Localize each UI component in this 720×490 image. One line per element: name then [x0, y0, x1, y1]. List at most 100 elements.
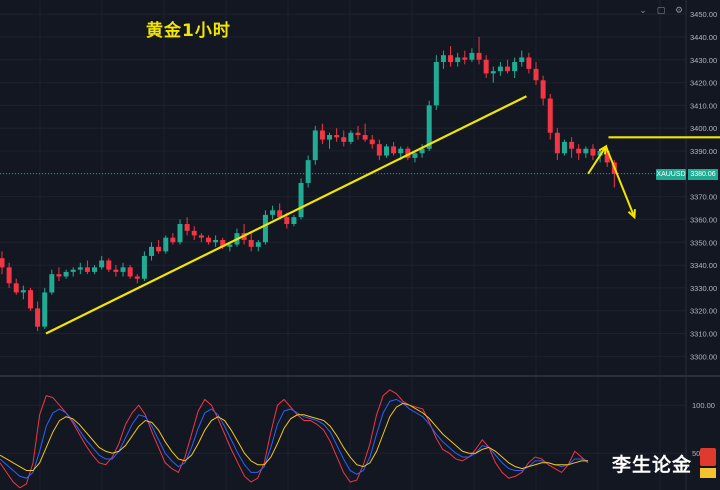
- price-tick-label: 3310.00: [690, 330, 717, 339]
- candle-body: [177, 224, 183, 243]
- settings-icon[interactable]: ⚙: [674, 6, 684, 16]
- candle-body: [376, 144, 382, 156]
- candle-body: [149, 246, 155, 256]
- candle-body: [576, 148, 582, 154]
- candle-body: [334, 135, 340, 138]
- candle-body: [291, 217, 297, 224]
- candle-body: [448, 55, 454, 63]
- candle-body: [106, 260, 112, 270]
- candle-body: [63, 271, 69, 277]
- red-envelope-logo: [700, 448, 716, 466]
- candle-body: [554, 132, 560, 154]
- candle-body: [113, 269, 119, 272]
- candle-body: [540, 80, 546, 99]
- candle-body: [163, 237, 169, 252]
- last-price-badge: 3380.06: [688, 169, 718, 180]
- price-tick-label: 3330.00: [690, 284, 717, 293]
- candle-body: [348, 132, 354, 142]
- chevron-down-icon[interactable]: ⌄: [639, 6, 647, 16]
- price-tick-label: 3390.00: [690, 147, 717, 156]
- candle-body: [20, 290, 26, 293]
- candle-body: [99, 260, 105, 268]
- osc-series-line: [0, 402, 588, 471]
- candle-body: [590, 148, 596, 156]
- candle-body: [191, 230, 197, 236]
- candle-body: [270, 210, 276, 215]
- candle-body: [561, 141, 567, 154]
- price-tick-label: 3360.00: [690, 215, 717, 224]
- candle-body: [490, 71, 496, 74]
- candle-body: [134, 276, 140, 279]
- candle-body: [120, 267, 126, 272]
- candle-body: [412, 153, 418, 158]
- price-tick-label: 3410.00: [690, 101, 717, 110]
- arrow-head: [627, 209, 636, 220]
- candle-body: [369, 139, 375, 145]
- candle-body: [184, 224, 190, 231]
- candle-body: [227, 244, 233, 247]
- watermark-text: 李生论金: [612, 454, 693, 476]
- arrow-line: [604, 146, 636, 218]
- price-tick-label: 3350.00: [690, 238, 717, 247]
- price-tick-label: 3320.00: [690, 307, 717, 316]
- candle-body: [327, 135, 333, 140]
- candle-body: [27, 290, 33, 309]
- candle-body: [512, 62, 518, 72]
- candle-body: [433, 62, 439, 106]
- price-tick-label: 3450.00: [690, 10, 717, 19]
- candle-body: [42, 292, 48, 327]
- candle-body: [569, 141, 575, 149]
- candle-body: [440, 55, 446, 63]
- candle-body: [35, 308, 41, 327]
- candle-body: [405, 148, 411, 158]
- price-tick-label: 3420.00: [690, 79, 717, 88]
- price-tick-label: 3430.00: [690, 56, 717, 65]
- candle-body: [398, 148, 404, 154]
- candle-body: [583, 148, 589, 154]
- candle-body: [255, 242, 261, 247]
- candle-body: [391, 146, 397, 154]
- candle-body: [519, 57, 525, 63]
- logo-base: [700, 468, 716, 478]
- candle-body: [213, 239, 219, 243]
- candle-body: [205, 237, 211, 243]
- candle-body: [533, 68, 539, 81]
- symbol-badge: XAUUSD: [656, 169, 686, 180]
- candle-body: [604, 151, 610, 163]
- candle-body: [248, 239, 254, 247]
- candle-body: [198, 235, 204, 238]
- arrow-line: [587, 145, 607, 175]
- expand-icon[interactable]: ▢: [656, 6, 666, 16]
- candle-body: [56, 274, 62, 277]
- candle-body: [220, 239, 226, 247]
- candle-body: [341, 137, 347, 142]
- price-tick-label: 3370.00: [690, 193, 717, 202]
- candle-body: [84, 267, 90, 272]
- candle-body: [284, 217, 290, 224]
- candle-body: [6, 267, 12, 284]
- candle-body: [277, 210, 283, 218]
- osc-tick-label: 100.00: [692, 401, 715, 410]
- candle-body: [483, 59, 489, 74]
- candle-body: [426, 105, 432, 149]
- candle-body: [597, 151, 603, 156]
- candle-body: [462, 57, 468, 60]
- chart-title: 黄金1小时: [146, 21, 231, 41]
- candle-body: [455, 57, 461, 63]
- candle-body: [497, 66, 503, 72]
- price-tick-label: 3300.00: [690, 352, 717, 361]
- candle-body: [362, 135, 368, 140]
- candle-body: [70, 269, 76, 272]
- candle-body: [469, 52, 475, 60]
- candle-body: [305, 160, 311, 183]
- candle-body: [526, 57, 532, 69]
- candle-body: [0, 258, 5, 268]
- candle-body: [298, 182, 304, 218]
- candle-body: [505, 66, 511, 72]
- candle-body: [319, 130, 325, 140]
- price-tick-label: 3400.00: [690, 124, 717, 133]
- candle-body: [141, 255, 147, 279]
- candle-body: [127, 267, 133, 277]
- price-tick-label: 3440.00: [690, 33, 717, 42]
